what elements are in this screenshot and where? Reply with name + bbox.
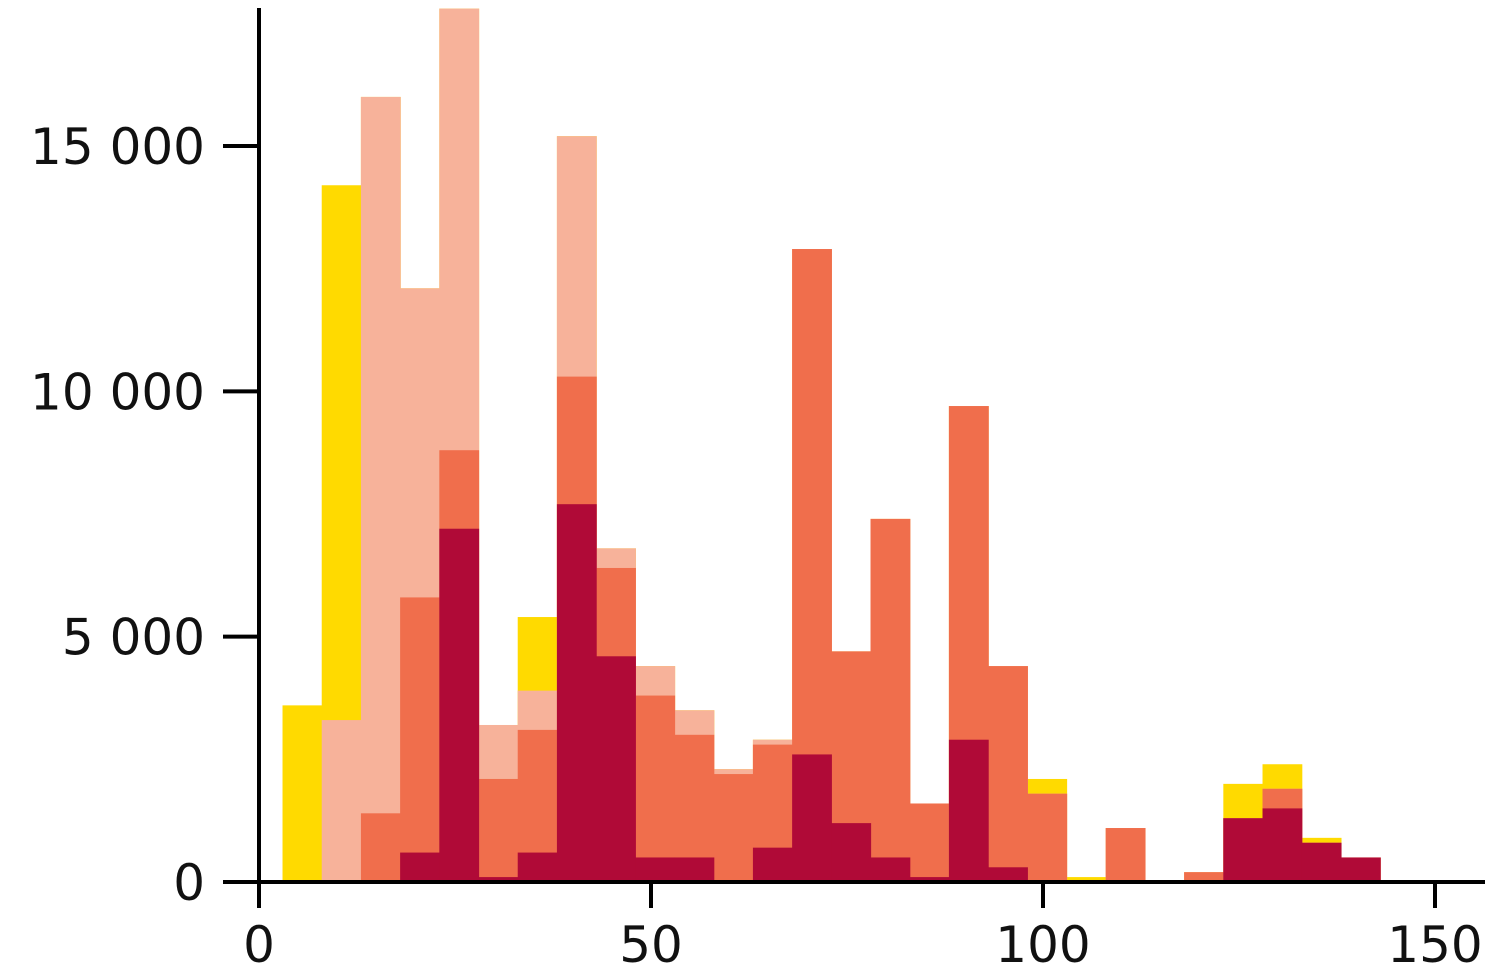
bar-series-4-bin-26 [1262, 808, 1303, 882]
bar-series-3-bin-3 [360, 813, 401, 882]
bar-series-4-bin-7 [517, 852, 558, 882]
bar-series-3-bin-11 [674, 734, 715, 882]
x-tick-label-4: 150 [1387, 916, 1482, 974]
bar-series-4-bin-14 [792, 754, 832, 882]
series-3 [360, 249, 1381, 883]
bar-series-4-bin-8 [556, 504, 597, 882]
y-tick-label-3: 10 000 [30, 363, 205, 421]
bar-series-1-bin-1 [282, 705, 323, 882]
y-tick-label-1: 0 [173, 854, 205, 912]
bar-series-4-bin-6 [478, 877, 519, 882]
bar-series-4-bin-25 [1223, 818, 1264, 882]
ticks-layer: 0 50 100 150 0 5 000 10 000 15 000 [30, 118, 1483, 974]
bar-series-4-bin-28 [1340, 857, 1381, 882]
series-4 [400, 504, 1381, 882]
bar-series-4-bin-15 [831, 823, 872, 882]
bar-series-4-bin-10 [635, 857, 676, 882]
bar-series-4-bin-18 [948, 739, 989, 882]
bar-series-4-bin-4 [400, 852, 440, 882]
bar-series-3-bin-20 [1027, 793, 1068, 882]
x-tick-label-2: 50 [619, 916, 683, 974]
bar-series-4-bin-19 [988, 867, 1028, 882]
bar-series-4-bin-5 [439, 528, 480, 882]
bar-series-3-bin-12 [713, 774, 754, 882]
bar-series-3-bin-10 [635, 695, 676, 882]
bar-series-4-bin-27 [1301, 842, 1342, 882]
bar-series-1-bin-21 [1066, 877, 1107, 882]
bar-series-4-bin-11 [674, 857, 715, 882]
bar-series-4-bin-16 [870, 857, 911, 882]
bar-series-3-bin-19 [988, 666, 1028, 882]
bar-series-4-bin-17 [909, 877, 950, 882]
bar-series-3-bin-24 [1184, 872, 1224, 882]
y-tick-label-2: 5 000 [62, 609, 205, 667]
bar-series-3-bin-22 [1105, 828, 1146, 882]
bars-layer [282, 8, 1381, 883]
bar-series-4-bin-13 [752, 847, 793, 882]
y-tick-label-4: 15 000 [30, 118, 205, 176]
bar-series-2-bin-2 [321, 720, 362, 882]
bar-series-4-bin-9 [596, 656, 636, 882]
bar-series-3-bin-17 [909, 803, 950, 882]
bar-series-3-bin-6 [478, 778, 519, 882]
bar-series-3-bin-16 [870, 518, 911, 882]
bar-series-3-bin-4 [400, 597, 440, 882]
x-tick-label-1: 0 [243, 916, 275, 974]
bar-series-2-bin-3 [360, 96, 401, 883]
x-tick-label-3: 100 [995, 916, 1090, 974]
